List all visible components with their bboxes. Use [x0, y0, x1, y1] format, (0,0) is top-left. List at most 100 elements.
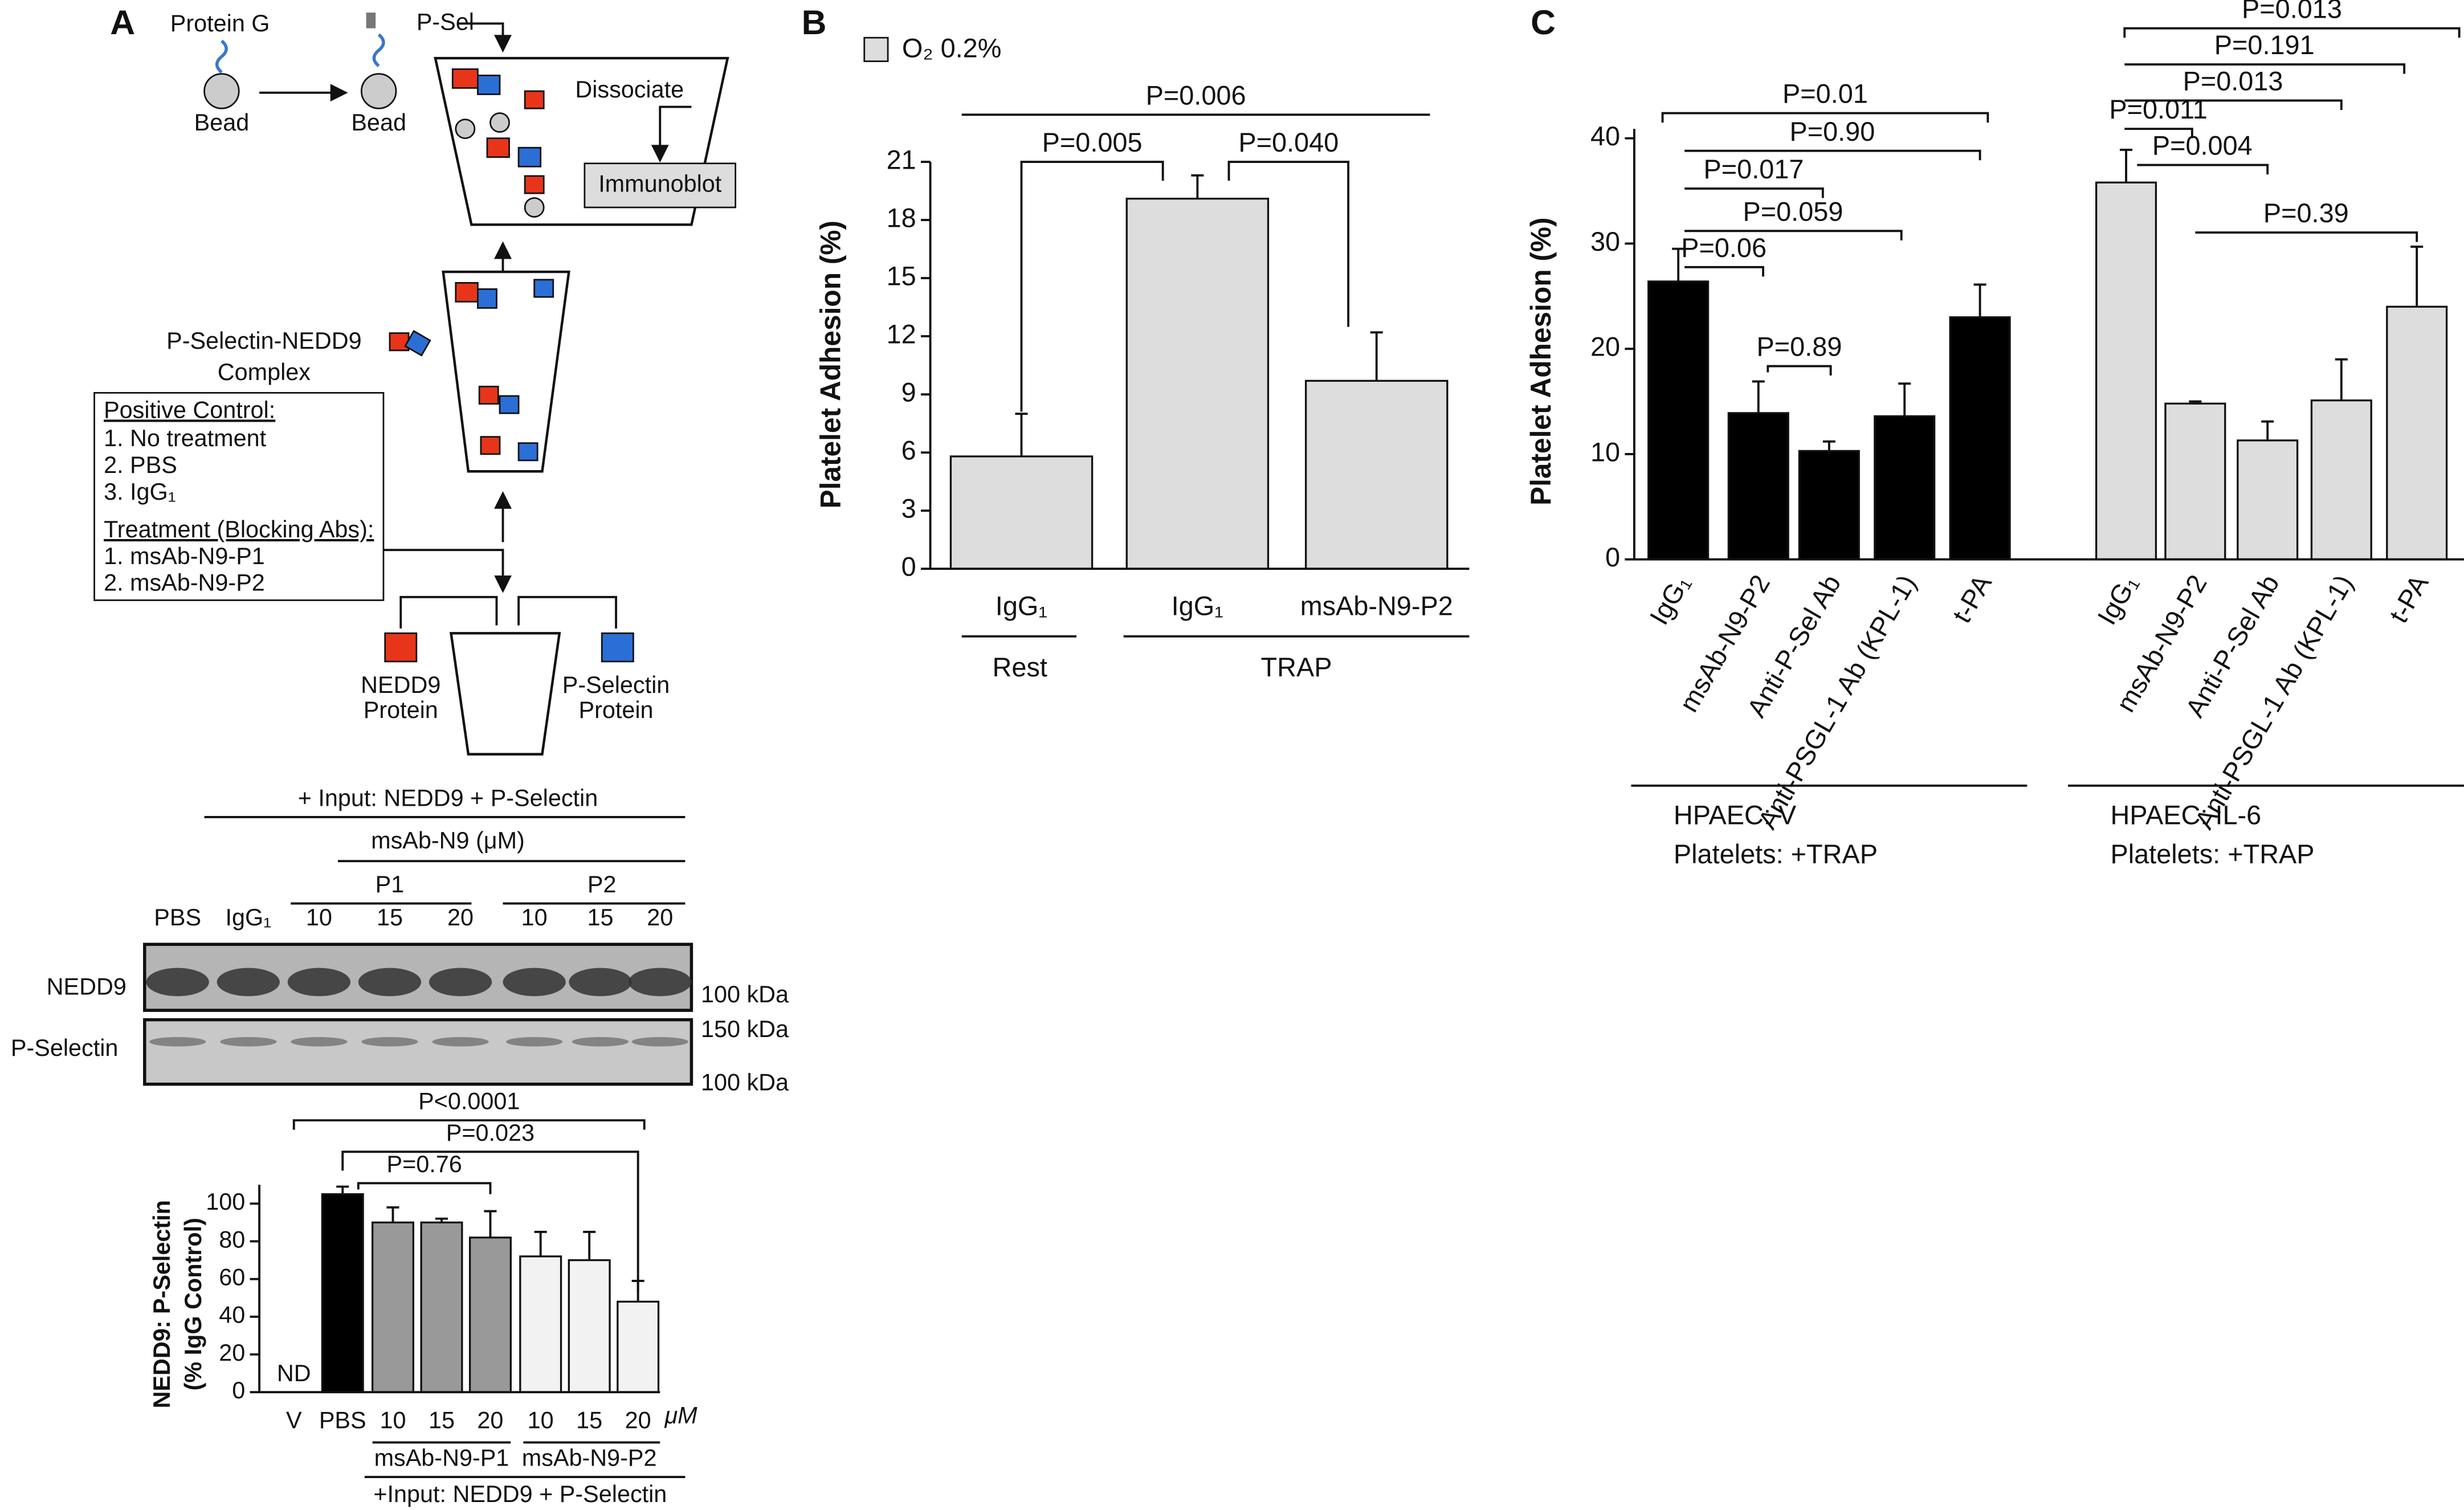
bracket — [1020, 161, 1164, 412]
label: Positive Control: — [104, 397, 275, 423]
y-axis-label: Platelet Adhesion (%) — [815, 221, 847, 509]
label: Protein — [364, 697, 438, 723]
tube — [442, 270, 570, 473]
diagram: Protein G Bead Bead P-Sel Dissociate Imm… — [93, 9, 736, 756]
annotation: P=0.013 — [2242, 0, 2342, 24]
y-tick-label: 40 — [1590, 121, 1620, 151]
error-bar — [2120, 149, 2133, 183]
y-tick-label: 12 — [887, 319, 916, 349]
blot: + Input: NEDD9 + P-Selectin msAb-N9 (μM)… — [11, 785, 789, 1096]
bar — [1304, 379, 1449, 570]
error-bar — [1191, 174, 1204, 199]
band — [569, 968, 632, 997]
bead-icon — [524, 197, 545, 218]
blot-header: msAb-N9 (μM) — [371, 827, 525, 854]
label: P-Selectin — [562, 672, 670, 698]
y-tick-label: 100 — [206, 1189, 245, 1215]
annotation: P=0.191 — [2214, 30, 2315, 60]
footer: +Input: NEDD9 + P-Selectin — [373, 1481, 667, 1507]
protein-icon — [533, 279, 554, 298]
x-tick-label: 10 — [528, 1407, 554, 1433]
error-bar — [2410, 246, 2424, 307]
y-tick-label: 18 — [887, 203, 916, 232]
legend-note: Platelets: +TRAP — [1674, 839, 1878, 869]
band — [217, 968, 280, 997]
protein-icon — [477, 74, 501, 95]
error-bar — [534, 1230, 547, 1256]
x-tick-label: IgG₁ — [996, 591, 1047, 621]
band — [631, 1036, 688, 1047]
y-tick-label: 0 — [232, 1377, 245, 1403]
annotation: P=0.90 — [1789, 117, 1875, 146]
arrow — [517, 595, 617, 629]
protein-icon — [480, 436, 501, 455]
arrow — [459, 22, 512, 53]
label: P-Selectin-NEDD9 — [166, 328, 361, 354]
lane-label: 10 — [306, 904, 332, 931]
annotation: P=0.023 — [446, 1120, 535, 1146]
y-tick-label: 20 — [219, 1340, 245, 1366]
bar — [2237, 439, 2299, 561]
bracket — [341, 1150, 639, 1292]
error-bar — [1752, 380, 1765, 413]
protein-icon — [601, 632, 634, 663]
protein-icon — [517, 146, 542, 168]
immunoblot-box — [584, 162, 736, 209]
band — [503, 968, 566, 997]
error-bar — [1822, 440, 1835, 451]
protein-icon — [486, 137, 510, 158]
bar — [468, 1236, 512, 1393]
x-tick-label: 15 — [576, 1407, 602, 1433]
y-axis-label: NEDD9: P-Selectin — [149, 1200, 175, 1408]
panel-label: C — [1531, 3, 1556, 42]
annotation: P=0.76 — [386, 1151, 462, 1177]
label: Protein G — [170, 10, 270, 36]
bar — [420, 1221, 463, 1393]
protein-icon — [478, 385, 499, 405]
arrow — [651, 105, 692, 163]
y-tick-label: 60 — [219, 1264, 245, 1291]
band — [572, 1036, 629, 1047]
label: 2. msAb-N9-P2 — [104, 570, 265, 596]
bracket — [2123, 27, 2461, 38]
error-bar — [2189, 400, 2202, 404]
lane-label: 20 — [447, 904, 474, 931]
y-tick-label: 9 — [901, 378, 916, 407]
annotation: P=0.040 — [1238, 128, 1339, 157]
group-label: msAb-N9-P1 — [374, 1445, 509, 1471]
legend-label: O₂ 0.2% — [902, 34, 1001, 63]
kda-marker: 150 kDa — [701, 1016, 789, 1042]
x-tick-label: IgG₁ — [1172, 591, 1223, 621]
annotation: P=0.059 — [1743, 197, 1843, 226]
unit-label: μM — [664, 1402, 698, 1429]
bar — [371, 1221, 414, 1393]
protein-icon — [389, 332, 410, 352]
bar — [2310, 399, 2372, 561]
bar — [568, 1259, 611, 1393]
bar — [949, 455, 1094, 570]
y-axis-label: Platelet Adhesion (%) — [1525, 217, 1557, 505]
label: Complex — [218, 359, 311, 385]
error-bar — [1672, 247, 1685, 281]
y-tick-label: 0 — [1605, 542, 1620, 572]
x-tick-label: t-PA — [1947, 569, 1997, 628]
panel-label: A — [110, 3, 135, 42]
error-bar — [2261, 420, 2274, 440]
bracket — [2124, 99, 2343, 111]
error-bar — [1973, 283, 1986, 317]
band — [506, 1036, 563, 1047]
annotation: P=0.06 — [1681, 233, 1767, 263]
protein-icon — [477, 288, 497, 309]
band — [358, 968, 422, 997]
bar — [321, 1193, 364, 1393]
y-tick-label: 40 — [219, 1302, 245, 1328]
band — [287, 968, 351, 997]
bracket — [1767, 365, 1832, 376]
blot-group: P1 — [376, 871, 405, 897]
psel-icon — [366, 13, 376, 28]
label: Bead — [351, 109, 406, 136]
y-tick-label: 20 — [1590, 332, 1620, 362]
arrow — [383, 549, 512, 593]
band — [629, 968, 692, 997]
